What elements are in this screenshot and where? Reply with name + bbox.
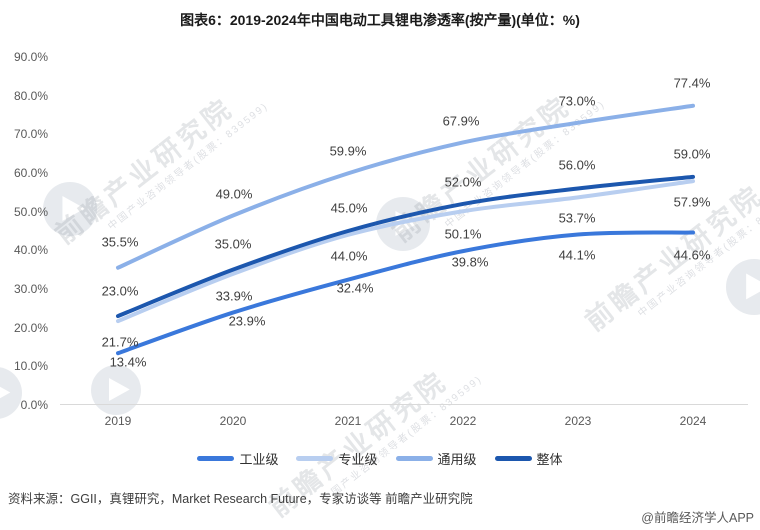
copyright-note: @前瞻经济学人APP xyxy=(641,511,754,525)
legend-item-industrial: 工业级 xyxy=(197,449,278,468)
legend-label: 通用级 xyxy=(437,452,477,467)
legend-item-overall: 整体 xyxy=(494,449,563,468)
series-line-industrial xyxy=(116,230,695,356)
legend-swatch xyxy=(296,456,334,461)
legend-label: 专业级 xyxy=(338,452,378,467)
legend-swatch xyxy=(197,456,235,461)
series-line-professional xyxy=(116,179,695,324)
legend-swatch xyxy=(494,456,532,461)
legend: 工业级 专业级 通用级 整体 xyxy=(0,449,760,468)
source-note: 资料来源：GGII，真锂研究，Market Research Future，专家… xyxy=(8,492,473,506)
series-line-general xyxy=(116,103,695,270)
legend-item-general: 通用级 xyxy=(395,449,477,468)
legend-swatch xyxy=(395,456,433,461)
legend-label: 工业级 xyxy=(239,452,279,467)
series-line-overall xyxy=(116,174,695,319)
legend-item-professional: 专业级 xyxy=(296,449,378,468)
chart-title: 图表6：2019-2024年中国电动工具锂电渗透率(按产量)(单位：%) xyxy=(180,12,580,28)
legend-label: 整体 xyxy=(536,452,563,467)
